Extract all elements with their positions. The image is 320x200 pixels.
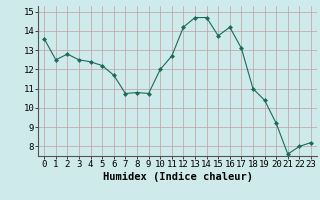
- X-axis label: Humidex (Indice chaleur): Humidex (Indice chaleur): [103, 172, 252, 182]
